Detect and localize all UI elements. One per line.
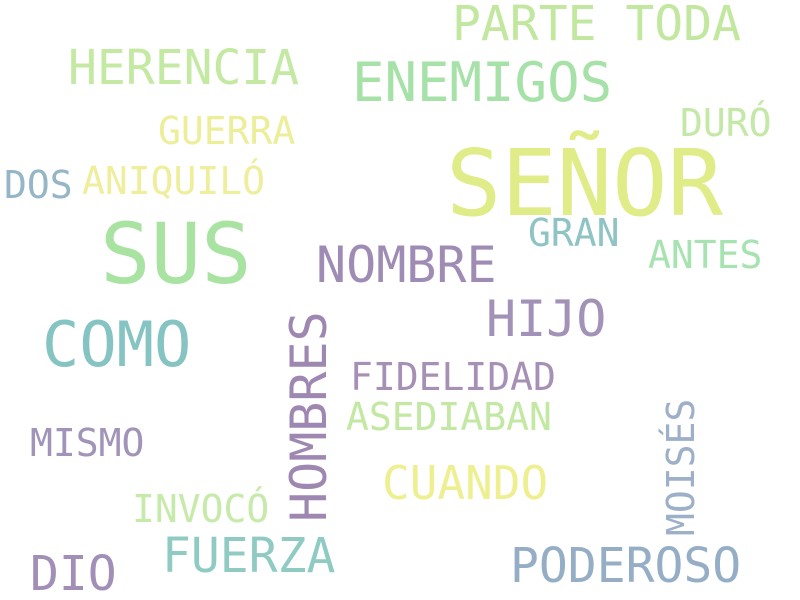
word-mismo: MISMO <box>30 421 145 465</box>
word-senor: SEÑOR <box>446 130 723 237</box>
word-fuerza: FUERZA <box>162 528 336 584</box>
word-invoco: INVOCÓ <box>132 487 270 531</box>
word-herencia: HERENCIA <box>68 40 300 96</box>
word-gran: GRAN <box>528 211 620 255</box>
word-parte-toda: PARTE TODA <box>452 0 741 52</box>
word-dos: DOS <box>4 163 73 207</box>
word-enemigos: ENEMIGOS <box>352 51 613 114</box>
word-antes: ANTES <box>648 233 763 277</box>
word-cuando: CUANDO <box>382 456 549 510</box>
word-nombre: NOMBRE <box>316 236 497 294</box>
word-fidelidad: FIDELIDAD <box>350 355 556 399</box>
word-asediaban: ASEDIABAN <box>346 395 552 439</box>
word-duro: DURÓ <box>680 101 772 145</box>
word-dio: DIO <box>30 546 117 600</box>
word-sus: SUS <box>100 205 252 303</box>
word-moises: MOISÉS <box>659 398 703 536</box>
word-hombres: HOMBRES <box>280 311 338 522</box>
word-aniquilo: ANIQUILÓ <box>82 159 266 203</box>
word-poderoso: PODEROSO <box>510 538 742 594</box>
word-hijo: HIJO <box>486 290 607 348</box>
word-como: COMO <box>42 308 192 381</box>
word-guerra: GUERRA <box>158 109 296 153</box>
